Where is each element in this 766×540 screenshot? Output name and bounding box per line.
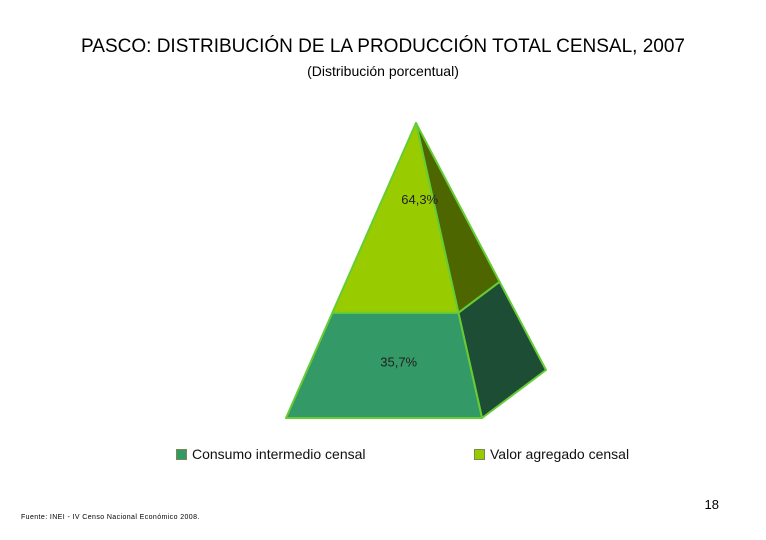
chart-title: PASCO: DISTRIBUCIÓN DE LA PRODUCCIÓN TOT… xyxy=(81,36,685,57)
legend-label: Consumo intermedio censal xyxy=(192,446,366,462)
legend-item-consumo-intermedio: Consumo intermedio censal xyxy=(176,446,366,462)
legend-swatch xyxy=(176,448,187,460)
data-label-valor-agregado-censal: 64,3% xyxy=(401,192,438,207)
data-label-consumo-intermedio-censal: 35,7% xyxy=(380,354,417,369)
pyramid-front-valor-agregado-censal xyxy=(331,122,460,314)
legend-label: Valor agregado censal xyxy=(490,446,630,462)
page-number: 18 xyxy=(704,497,719,512)
legend-item-valor-agregado: Valor agregado censal xyxy=(474,446,629,462)
source-note: Fuente: INEI - IV Censo Nacional Económi… xyxy=(21,514,200,521)
chart-legend: Consumo intermedio censal Valor agregado… xyxy=(0,446,766,466)
legend-swatch xyxy=(474,448,485,460)
chart-subtitle: (Distribución porcentual) xyxy=(307,63,459,79)
